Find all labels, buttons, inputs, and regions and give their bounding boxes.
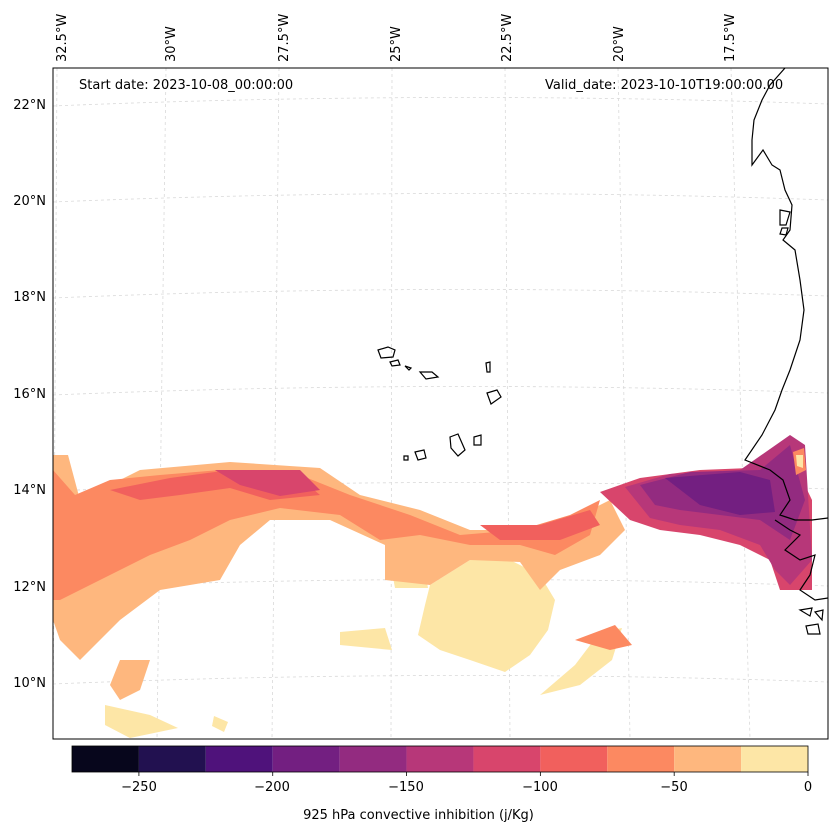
- africa-coastline: [744, 68, 828, 521]
- colorbar-tick-label: −150: [388, 780, 424, 795]
- contour-band-minus-50-to-minus-25: [110, 660, 150, 700]
- lon-label-27-5w: 27.5°W: [277, 13, 292, 62]
- lat-label-10n: 10°N: [13, 676, 46, 691]
- colorbar-band: [138, 746, 206, 772]
- contour-band-minus-25-to-0: [418, 560, 555, 672]
- lon-label-20w: 20°W: [612, 26, 627, 62]
- colorbar-tick-label: −100: [522, 780, 558, 795]
- meridian-20w: [617, 68, 631, 739]
- cin-contours: [53, 435, 812, 738]
- colorbar-band: [540, 746, 608, 772]
- cape-verde-islet: [404, 365, 413, 371]
- colorbar-label: 925 hPa convective inhibition (j/Kg): [303, 808, 534, 823]
- meridian-30w: [156, 68, 167, 739]
- cape-verde-sao-nicolau: [418, 371, 440, 380]
- colorbar-band: [272, 746, 340, 772]
- parallel-10n: [53, 675, 828, 685]
- colorbar-band: [473, 746, 541, 772]
- contour-band-minus-200-to-minus-175: [665, 472, 775, 515]
- contour-band-minus-25-to-0: [212, 716, 228, 732]
- cape-verde-sao-vicente: [389, 359, 401, 367]
- contour-band-minus-100-to-minus-75: [480, 510, 600, 540]
- cape-verde-brava: [403, 455, 409, 461]
- bijagos-islands: [798, 607, 824, 635]
- meridian-17-5w: [730, 68, 751, 739]
- colorbar-tick-marks: [138, 772, 809, 776]
- colorbar-tick-label: −50: [660, 780, 688, 795]
- contour-band-minus-25-to-0: [340, 628, 392, 650]
- colorbar-band: [674, 746, 742, 772]
- islands-off-mauritania: [779, 209, 791, 236]
- colorbar-band: [607, 746, 675, 772]
- lon-label-25w: 25°W: [389, 26, 404, 62]
- lat-label-22n: 22°N: [13, 98, 46, 113]
- valid-date-label: Valid_date: 2023-10-10T19:00:00.00: [545, 78, 784, 93]
- meridian-27-5w: [271, 68, 280, 739]
- lat-label-18n: 18°N: [13, 290, 46, 305]
- map-frame: [52, 67, 829, 740]
- parallel-20n: [53, 193, 828, 203]
- cape-verde-sal: [485, 361, 491, 373]
- lon-label-22-5w: 22.5°W: [500, 13, 515, 62]
- contour-band-minus-125-to-minus-100: [215, 470, 320, 496]
- colorbar-band: [339, 746, 407, 772]
- lat-label-14n: 14°N: [13, 483, 46, 498]
- lon-label-17-5w: 17.5°W: [723, 13, 738, 62]
- colorbar-band: [72, 746, 139, 772]
- lat-label-20n: 20°N: [13, 194, 46, 209]
- lat-label-16n: 16°N: [13, 387, 46, 402]
- lon-label-30w: 30°W: [164, 26, 179, 62]
- cape-verde-maio: [473, 434, 482, 446]
- colorbar-band: [205, 746, 273, 772]
- colorbar-frame: [71, 745, 809, 773]
- start-date-label: Start date: 2023-10-08_00:00:00: [79, 78, 294, 93]
- parallel-22n: [53, 97, 828, 107]
- meridian-32-5w: [53, 68, 58, 739]
- cape-verde-santo-antao: [377, 346, 396, 359]
- colorbar-tick-label: −250: [121, 780, 157, 795]
- contour-band-minus-25-to-0: [105, 705, 178, 738]
- contour-band-minus-25-to-0: [796, 455, 803, 468]
- colorbar: [72, 746, 808, 772]
- cape-verde-boa-vista: [486, 389, 502, 405]
- colorbar-band: [406, 746, 474, 772]
- lat-label-12n: 12°N: [13, 580, 46, 595]
- parallel-16n: [53, 386, 828, 396]
- senegal-gambia-coast: [774, 519, 828, 601]
- colorbar-tick-label: 0: [803, 780, 813, 795]
- contour-band-minus-75-to-minus-50: [53, 470, 600, 600]
- colorbar-tick-label: −200: [254, 780, 290, 795]
- contour-band-minus-75-to-minus-50: [575, 625, 632, 650]
- coastlines: [377, 68, 828, 635]
- cape-verde-santiago: [449, 433, 466, 457]
- cape-verde-fogo: [414, 449, 427, 461]
- meridian-25w: [390, 68, 393, 739]
- colorbar-band: [741, 746, 808, 772]
- parallel-18n: [53, 289, 828, 299]
- lon-label-32-5w: 32.5°W: [55, 13, 70, 62]
